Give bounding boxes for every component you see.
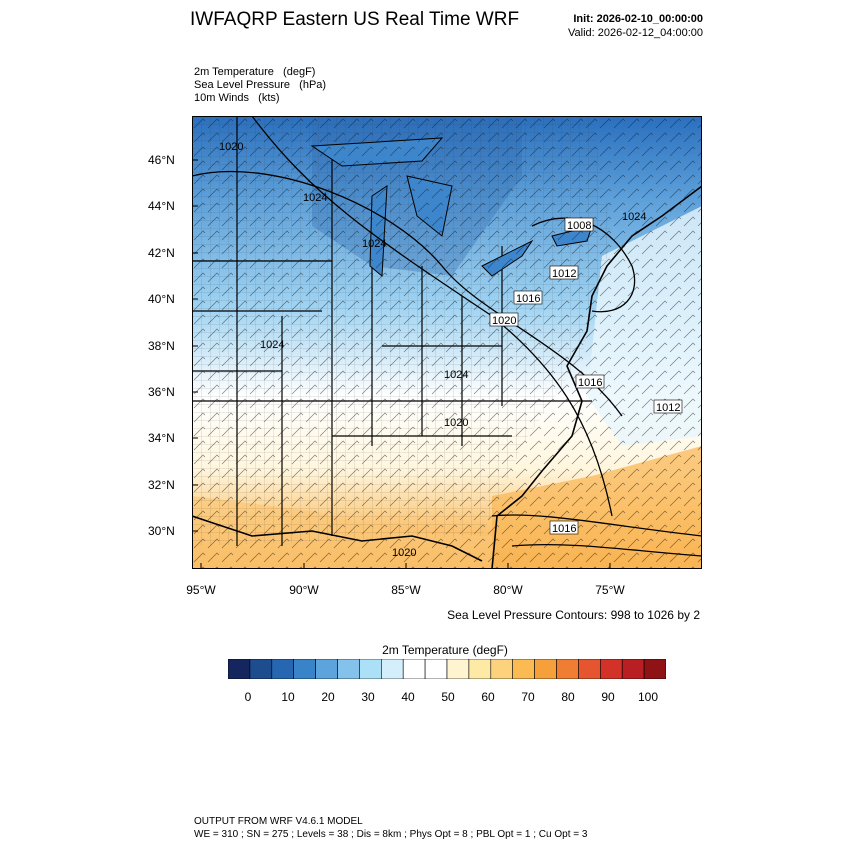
isobar-label: 1016	[549, 520, 579, 535]
isobar-label: 1024	[622, 211, 646, 223]
colorbar-swatch	[424, 659, 448, 679]
isobar-label: 1024	[260, 339, 284, 351]
axis-ticks	[192, 159, 611, 569]
isobar-label: 1012	[653, 399, 683, 414]
lat-label: 38°N	[148, 339, 175, 353]
svg-text:1020: 1020	[444, 417, 468, 429]
colorbar-swatch	[271, 659, 294, 679]
colorbar-tick-label: 50	[441, 690, 455, 704]
colorbar-tick-label: 90	[601, 690, 615, 704]
lon-label: 80°W	[493, 583, 523, 597]
wind-barbs	[192, 116, 702, 569]
svg-text:1024: 1024	[260, 339, 284, 351]
colorbar-tick-label: 30	[361, 690, 375, 704]
colorbar-tick-label: 0	[244, 690, 252, 704]
isobar-label: 1024	[303, 192, 327, 204]
colorbar-swatch	[621, 659, 645, 679]
svg-text:1012: 1012	[552, 268, 576, 280]
lat-label: 36°N	[148, 385, 175, 399]
svg-text:1020: 1020	[392, 547, 416, 559]
svg-text:1016: 1016	[552, 523, 576, 535]
isobar-label: 1016	[513, 290, 543, 305]
colorbar-swatch	[228, 659, 251, 679]
field-winds-label: 10m Winds (kts)	[194, 92, 280, 104]
isobar-label: 1020	[444, 417, 468, 429]
colorbar-swatch	[293, 659, 316, 679]
colorbar-swatch	[512, 659, 535, 679]
isobar-label: 1024	[444, 369, 468, 381]
colorbar-swatch	[490, 659, 513, 679]
svg-text:1016: 1016	[516, 293, 540, 305]
lat-label: 42°N	[148, 246, 175, 260]
colorbar-tick-label: 70	[521, 690, 535, 704]
svg-text:1020: 1020	[492, 315, 516, 327]
colorbar-swatch	[556, 659, 579, 679]
colorbar-swatch	[446, 659, 470, 679]
colorbar-swatch	[402, 659, 426, 679]
isobar-labels: 1020 1024 1024 1024 1008 1012 1016 1020 …	[219, 141, 683, 559]
colorbar-tick-label: 100	[637, 690, 659, 704]
colorbar-tick-label: 80	[561, 690, 575, 704]
colorbar-title: 2m Temperature (degF)	[382, 643, 508, 657]
svg-text:1024: 1024	[444, 369, 468, 381]
isobar-label: 1008	[564, 217, 594, 232]
lat-label: 32°N	[148, 478, 175, 492]
model-config-line: WE = 310 ; SN = 275 ; Levels = 38 ; Dis …	[194, 829, 588, 840]
colorbar-swatch	[249, 659, 273, 679]
lon-label: 90°W	[289, 583, 319, 597]
colorbar-swatch	[599, 659, 623, 679]
colorbar	[228, 659, 666, 679]
colorbar-swatch	[534, 659, 557, 679]
lat-label: 40°N	[148, 292, 175, 306]
lon-label: 75°W	[595, 583, 625, 597]
model-info-line: OUTPUT FROM WRF V4.6.1 MODEL	[194, 816, 363, 827]
isobar-label: 1020	[392, 547, 416, 559]
svg-text:1008: 1008	[567, 220, 591, 232]
colorbar-swatch	[337, 659, 360, 679]
weather-map: 1020 1024 1024 1024 1008 1012 1016 1020 …	[192, 116, 702, 569]
colorbar-swatch	[578, 659, 601, 679]
colorbar-swatch	[643, 659, 666, 679]
isobar-label: 1024	[362, 238, 386, 250]
colorbar-tick-label: 60	[481, 690, 495, 704]
map-title: IWFAQRP Eastern US Real Time WRF	[190, 9, 520, 30]
colorbar-tick-label: 20	[321, 690, 335, 704]
svg-text:1012: 1012	[656, 402, 680, 414]
svg-text:1024: 1024	[362, 238, 386, 250]
colorbar-tick-label: 10	[281, 690, 295, 704]
lat-label: 46°N	[148, 153, 175, 167]
lon-label: 95°W	[186, 583, 216, 597]
colorbar-swatch	[315, 659, 338, 679]
svg-text:1024: 1024	[622, 211, 646, 223]
init-time: Init: 2026-02-10_00:00:00	[573, 13, 703, 25]
isobar-label: 1020	[219, 141, 243, 153]
colorbar-swatch	[381, 659, 404, 679]
field-temperature-label: 2m Temperature (degF)	[194, 66, 316, 78]
lon-label: 85°W	[391, 583, 421, 597]
lat-label: 34°N	[148, 431, 175, 445]
svg-text:1020: 1020	[219, 141, 243, 153]
colorbar-swatch	[468, 659, 492, 679]
svg-text:1024: 1024	[303, 192, 327, 204]
contour-note: Sea Level Pressure Contours: 998 to 1026…	[447, 608, 700, 622]
isobar-label: 1012	[549, 265, 579, 280]
isobar-label: 1020	[489, 312, 519, 327]
field-pressure-label: Sea Level Pressure (hPa)	[194, 79, 327, 91]
map-border	[192, 116, 702, 569]
isobar-label: 1016	[575, 374, 605, 389]
lat-label: 30°N	[148, 524, 175, 538]
colorbar-tick-label: 40	[401, 690, 415, 704]
colorbar-swatch	[359, 659, 382, 679]
valid-time: Valid: 2026-02-12_04:00:00	[568, 27, 703, 39]
lat-label: 44°N	[148, 199, 175, 213]
svg-text:1016: 1016	[578, 377, 602, 389]
